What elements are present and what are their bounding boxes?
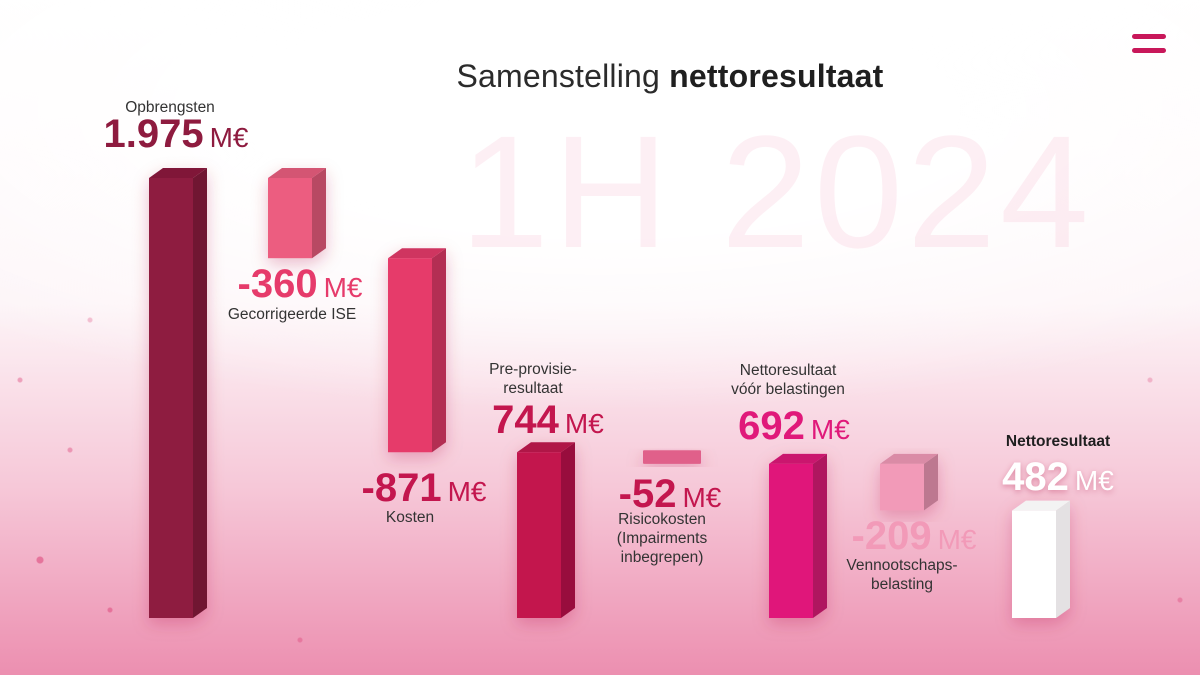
- bar-net-side: [1056, 500, 1070, 618]
- bar-costs: [388, 248, 446, 453]
- value-unit-net: M€: [1074, 465, 1114, 496]
- value-number-tax: -209: [851, 514, 932, 558]
- value-number-revenue: 1.975: [103, 112, 204, 156]
- caption-ppr: Pre-provisie-resultaat: [423, 360, 643, 398]
- bar-ppr-side: [561, 442, 575, 618]
- bar-costs-top: [388, 248, 446, 259]
- value-label-net: 482 M€: [928, 455, 1188, 503]
- caption-risk: Risicokosten (Impairments inbegrepen): [552, 510, 772, 567]
- caption-revenue: Opbrengsten: [60, 98, 280, 117]
- bar-costs-front: [388, 258, 432, 453]
- caption-line: inbegrepen): [620, 549, 704, 566]
- value-number-pretax: 692: [738, 404, 805, 448]
- bar-ppr: [517, 442, 575, 618]
- value-number-ppr: 744: [492, 398, 559, 442]
- bar-tax: [880, 453, 938, 511]
- caption-line: Pre-provisie-: [489, 361, 577, 378]
- value-unit-ise: M€: [323, 272, 363, 303]
- bar-net-front: [1012, 510, 1056, 618]
- bar-tax-front: [880, 463, 924, 511]
- value-label-pretax: 692 M€: [664, 404, 924, 452]
- bar-pretax: [769, 453, 827, 618]
- bar-ppr-top: [517, 442, 575, 453]
- caption-line: Nettoresultaat: [739, 362, 837, 379]
- bar-risk-front: [643, 450, 701, 464]
- bar-ise-front: [268, 178, 312, 259]
- bar-tax-top: [880, 453, 938, 464]
- bar-revenue: [149, 168, 207, 618]
- value-label-ppr: 744 M€: [418, 398, 678, 446]
- period-watermark: 1H 2024: [460, 102, 1093, 281]
- bar-pretax-side: [813, 453, 827, 618]
- chart-title: Samenstelling nettoresultaat: [0, 58, 1200, 95]
- bar-revenue-side: [193, 168, 207, 618]
- caption-line: Vennootschaps-: [846, 557, 958, 574]
- value-number-costs: -871: [361, 466, 442, 510]
- caption-line: vóór belastingen: [731, 381, 845, 398]
- bar-ise-side: [312, 168, 326, 259]
- bar-tax-side: [924, 453, 938, 511]
- bar-net: [1012, 500, 1070, 618]
- bar-pretax-top: [769, 453, 827, 464]
- caption-line: Gecorrigeerde ISE: [227, 306, 357, 323]
- bar-ppr-front: [517, 452, 561, 618]
- caption-line: Risicokosten: [618, 511, 706, 528]
- bar-costs-side: [432, 248, 446, 453]
- value-number-ise: -360: [237, 262, 318, 306]
- value-unit-pretax: M€: [810, 414, 850, 445]
- caption-net: Nettoresultaat: [948, 432, 1168, 451]
- caption-tax: Vennootschaps-belasting: [792, 556, 1012, 594]
- bar-ise-top: [268, 168, 326, 178]
- caption-line: Kosten: [385, 509, 435, 526]
- caption-ise: Gecorrigeerde ISE: [182, 305, 402, 324]
- caption-line: resultaat: [503, 380, 563, 397]
- value-label-risk: -52 M€: [540, 472, 800, 520]
- caption-pretax: Nettoresultaat vóór belastingen: [678, 361, 898, 399]
- value-unit-costs: M€: [447, 476, 487, 507]
- caption-line: Nettoresultaat: [1005, 433, 1111, 450]
- value-label-revenue: 1.975 M€: [46, 112, 306, 160]
- chart-title-plain: Samenstelling: [456, 58, 670, 94]
- bar-risk: [643, 450, 701, 464]
- bar-ise: [268, 168, 326, 259]
- value-label-tax: -209 M€: [784, 514, 1044, 562]
- hamburger-menu-icon[interactable]: [1132, 32, 1166, 56]
- bar-net-top: [1012, 500, 1070, 511]
- bar-revenue-top: [149, 168, 207, 178]
- caption-line: Opbrengsten: [125, 99, 215, 116]
- value-label-ise: -360 M€: [170, 262, 430, 310]
- value-label-costs: -871 M€: [294, 466, 554, 514]
- caption-line: belasting: [870, 576, 934, 593]
- caption-costs: Kosten: [300, 508, 520, 527]
- value-unit-revenue: M€: [209, 122, 249, 153]
- value-unit-tax: M€: [937, 524, 977, 555]
- chart-title-bold: nettoresultaat: [669, 58, 884, 94]
- value-number-net: 482: [1002, 455, 1069, 499]
- bar-pretax-front: [769, 463, 813, 618]
- value-unit-risk: M€: [682, 482, 722, 513]
- value-unit-ppr: M€: [564, 408, 604, 439]
- bar-revenue-front: [149, 178, 193, 618]
- value-number-risk: -52: [618, 472, 677, 516]
- caption-line: (Impairments: [616, 530, 708, 547]
